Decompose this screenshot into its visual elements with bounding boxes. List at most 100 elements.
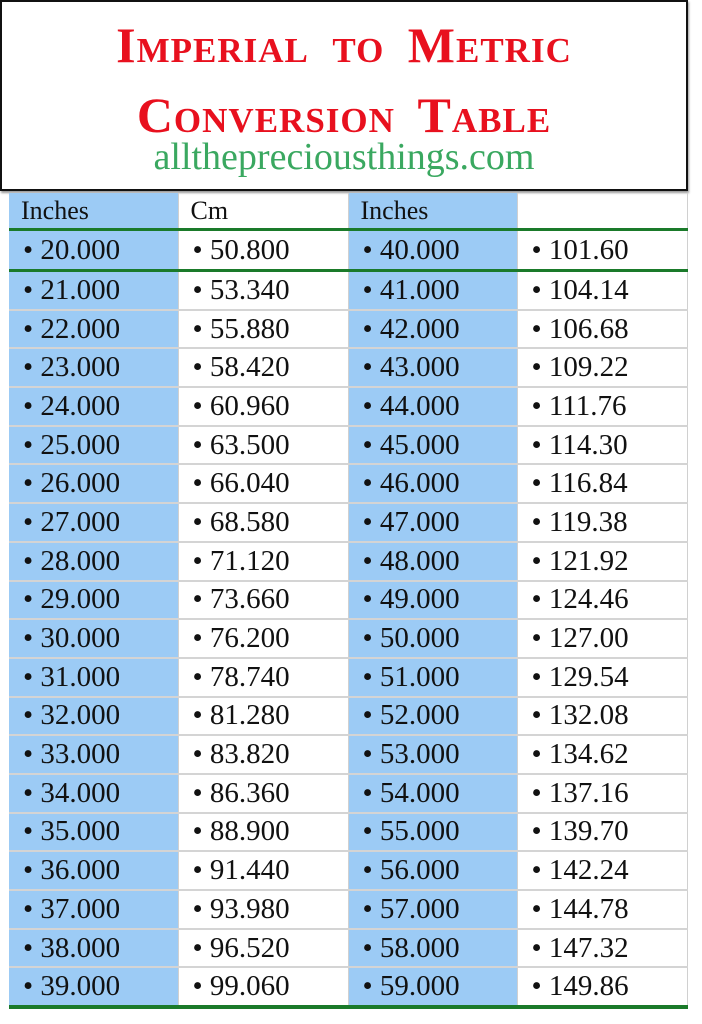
table-row: • 25.000 • 63.500 • 45.000 • 114.30 — [9, 425, 688, 466]
cm-cell: • 106.68 — [517, 309, 688, 350]
inches-cell: • 22.000 — [9, 309, 179, 350]
inches-cell: • 46.000 — [348, 464, 518, 505]
table-row: • 36.000 • 91.440 • 56.000 • 142.24 — [9, 851, 688, 891]
cm-cell: • 121.92 — [517, 541, 688, 582]
title-line-1: Imperial to Metric — [116, 17, 572, 73]
cm-cell: • 76.200 — [178, 619, 349, 659]
cm-cell: • 78.740 — [178, 657, 349, 698]
inches-cell: • 57.000 — [348, 890, 518, 930]
inches-cell: • 30.000 — [9, 619, 179, 659]
inches-cell: • 55.000 — [348, 812, 518, 853]
table-row: • 26.000 • 66.040 • 46.000 • 116.84 — [9, 464, 688, 505]
inches-cell: • 53.000 — [348, 735, 518, 775]
inches-cell: • 59.000 — [348, 967, 518, 1010]
cm-cell: • 71.120 — [178, 541, 349, 582]
inches-cell: • 25.000 — [9, 425, 179, 466]
cm-cell: • 129.54 — [517, 657, 688, 698]
column-header-cm: Cm — [178, 193, 349, 231]
inches-cell: • 35.000 — [9, 812, 179, 853]
cm-cell: • 60.960 — [178, 387, 349, 427]
table-row: • 38.000 • 96.520 • 58.000 • 147.32 — [9, 928, 688, 969]
cm-cell: • 124.46 — [517, 580, 688, 621]
inches-cell: • 34.000 — [9, 773, 179, 814]
inches-cell: • 43.000 — [348, 348, 518, 389]
table-row: • 28.000 • 71.120 • 48.000 • 121.92 — [9, 541, 688, 582]
inches-cell: • 31.000 — [9, 657, 179, 698]
inches-cell: • 54.000 — [348, 773, 518, 814]
inches-cell: • 48.000 — [348, 541, 518, 582]
table-row: • 24.000 • 60.960 • 44.000 • 111.76 — [9, 387, 688, 427]
table-row: • 22.000 • 55.880 • 42.000 • 106.68 — [9, 309, 688, 350]
cm-cell: • 88.900 — [178, 812, 349, 853]
table-row: • 30.000 • 76.200 • 50.000 • 127.00 — [9, 619, 688, 659]
cm-cell: • 101.60 — [517, 229, 688, 272]
inches-cell: • 56.000 — [348, 851, 518, 891]
table-row: • 21.000 • 53.340 • 41.000 • 104.14 — [9, 270, 688, 311]
inches-cell: • 29.000 — [9, 580, 179, 621]
inches-cell: • 51.000 — [348, 657, 518, 698]
inches-cell: • 47.000 — [348, 503, 518, 543]
table-row: • 33.000 • 83.820 • 53.000 • 134.62 — [9, 735, 688, 775]
cm-cell: • 53.340 — [178, 270, 349, 311]
inches-cell: • 20.000 — [9, 229, 179, 272]
cm-cell: • 116.84 — [517, 464, 688, 505]
cm-cell: • 114.30 — [517, 425, 688, 466]
cm-cell: • 68.580 — [178, 503, 349, 543]
cm-cell: • 58.420 — [178, 348, 349, 389]
cm-cell: • 96.520 — [178, 928, 349, 969]
inches-cell: • 41.000 — [348, 270, 518, 311]
cm-cell: • 139.70 — [517, 812, 688, 853]
cm-cell: • 127.00 — [517, 619, 688, 659]
inches-cell: • 52.000 — [348, 696, 518, 737]
inches-cell: • 24.000 — [9, 387, 179, 427]
inches-cell: • 39.000 — [9, 967, 179, 1010]
inches-cell: • 50.000 — [348, 619, 518, 659]
cm-cell: • 86.360 — [178, 773, 349, 814]
cm-cell: • 147.32 — [517, 928, 688, 969]
title-line-2: Conversion Table — [136, 87, 552, 143]
cm-cell: • 104.14 — [517, 270, 688, 311]
cm-cell: • 93.980 — [178, 890, 349, 930]
cm-cell: • 109.22 — [517, 348, 688, 389]
cm-cell: • 149.86 — [517, 967, 688, 1010]
inches-cell: • 28.000 — [9, 541, 179, 582]
table-row: • 35.000 • 88.900 • 55.000 • 139.70 — [9, 812, 688, 853]
column-header-cm-2 — [517, 193, 688, 231]
title-banner: Imperial to Metric Conversion Table allt… — [0, 0, 688, 191]
cm-cell: • 119.38 — [517, 503, 688, 543]
inches-cell: • 40.000 — [348, 229, 518, 272]
table-row: • 27.000 • 68.580 • 47.000 • 119.38 — [9, 503, 688, 543]
cm-cell: • 63.500 — [178, 425, 349, 466]
inches-cell: • 21.000 — [9, 270, 179, 311]
inches-cell: • 42.000 — [348, 309, 518, 350]
cm-cell: • 83.820 — [178, 735, 349, 775]
table-row: • 23.000 • 58.420 • 43.000 • 109.22 — [9, 348, 688, 389]
cm-cell: • 73.660 — [178, 580, 349, 621]
inches-cell: • 33.000 — [9, 735, 179, 775]
inches-cell: • 27.000 — [9, 503, 179, 543]
column-header-inches-2: Inches — [348, 193, 518, 231]
inches-cell: • 23.000 — [9, 348, 179, 389]
cm-cell: • 99.060 — [178, 967, 349, 1010]
cm-cell: • 144.78 — [517, 890, 688, 930]
cm-cell: • 50.800 — [178, 229, 349, 272]
inches-cell: • 36.000 — [9, 851, 179, 891]
cm-cell: • 142.24 — [517, 851, 688, 891]
cm-cell: • 137.16 — [517, 773, 688, 814]
table-row: • 20.000 • 50.800 • 40.000 • 101.60 — [9, 229, 688, 272]
table-row: • 34.000 • 86.360 • 54.000 • 137.16 — [9, 773, 688, 814]
column-header-inches: Inches — [9, 193, 179, 231]
cm-cell: • 66.040 — [178, 464, 349, 505]
website-credit: alltheprecious­things.com — [153, 136, 535, 178]
cm-cell: • 91.440 — [178, 851, 349, 891]
inches-cell: • 32.000 — [9, 696, 179, 737]
cm-cell: • 134.62 — [517, 735, 688, 775]
table-header-row: Inches Cm Inches — [9, 193, 688, 231]
inches-cell: • 58.000 — [348, 928, 518, 969]
conversion-table: Inches Cm Inches • 20.000 • 50.800 • 40.00… — [9, 193, 688, 1010]
cm-cell: • 132.08 — [517, 696, 688, 737]
inches-cell: • 44.000 — [348, 387, 518, 427]
table-row: • 32.000 • 81.280 • 52.000 • 132.08 — [9, 696, 688, 737]
table-row: • 39.000 • 99.060 • 59.000 • 149.86 — [9, 967, 688, 1010]
inches-cell: • 37.000 — [9, 890, 179, 930]
